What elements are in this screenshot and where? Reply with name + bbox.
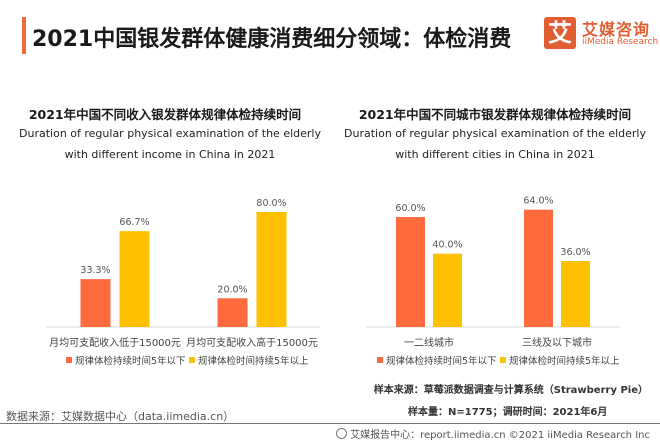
category-label: 月均可支配收入低于15000元	[49, 336, 181, 349]
footer-text: 艾媒报告中心：report.iimedia.cn ©2021 iiMedia R…	[336, 426, 650, 441]
bar	[217, 298, 248, 327]
left-chart-subtitle-line1: Duration of regular physical examination…	[19, 127, 321, 140]
data-label: 40.0%	[432, 240, 462, 251]
footer-copyright: 艾媒报告中心：report.iimedia.cn ©2021 iiMedia R…	[350, 430, 650, 441]
legend-swatch	[377, 357, 383, 363]
right-chart-subtitle-line2: with different cities in China in 2021	[395, 148, 595, 161]
bar	[80, 279, 111, 327]
data-label: 20.0%	[217, 284, 247, 295]
legend-swatch	[189, 357, 195, 363]
bar	[256, 212, 287, 327]
category-label: 月均可支配收入高于15000元	[186, 336, 318, 349]
bar	[561, 261, 590, 327]
title-accent-bar	[22, 17, 26, 54]
logo-mark-icon: 艾	[544, 17, 576, 49]
legend-label: 规律体检时间持续5年以上	[509, 355, 620, 367]
category-label: 一二线城市	[404, 336, 454, 349]
left-chart-subtitle-line2: with different income in China in 2021	[64, 148, 276, 161]
right-chart-title: 2021年中国不同城市银发群体规律体检持续时间	[358, 107, 632, 122]
data-label: 64.0%	[523, 196, 553, 207]
legend-label: 规律体检持续时间5年以下	[75, 355, 186, 367]
iimedia-logo: 艾 艾媒咨询 iiMedia Research	[544, 17, 659, 53]
data-label: 33.3%	[80, 265, 110, 276]
legend-swatch	[500, 357, 506, 363]
data-label: 80.0%	[256, 198, 286, 209]
logo-chinese-name: 艾媒咨询	[582, 20, 651, 39]
sample-source: 样本来源：草莓派数据调查与计算系统（Strawberry Pie）	[373, 385, 648, 396]
sample-size: 样本量：N=1775；调研时间：2021年6月	[408, 407, 608, 418]
bar	[433, 253, 462, 327]
data-label: 60.0%	[395, 203, 425, 214]
right-chart-subtitle-line1: Duration of regular physical examination…	[344, 127, 646, 140]
page-title: 2021中国银发群体健康消费细分领域：体检消费	[32, 27, 512, 52]
footer-divider	[0, 423, 660, 424]
data-label: 36.0%	[560, 247, 590, 258]
logo-english-name: iiMedia Research	[582, 37, 659, 47]
left-chart-title: 2021年中国不同收入银发群体规律体检持续时间	[28, 107, 302, 122]
legend-label: 规律体检时间持续5年以上	[198, 355, 309, 367]
legend-label: 规律体检持续时间5年以下	[386, 355, 497, 367]
bar	[524, 209, 553, 327]
legend-swatch	[66, 357, 72, 363]
report-center-icon	[336, 428, 348, 439]
data-source: 数据来源：艾媒数据中心（data.iimedia.cn）	[6, 410, 235, 423]
data-label: 66.7%	[119, 217, 149, 228]
category-label: 三线及以下城市	[522, 336, 592, 349]
bar	[396, 217, 425, 327]
bar	[119, 231, 150, 327]
